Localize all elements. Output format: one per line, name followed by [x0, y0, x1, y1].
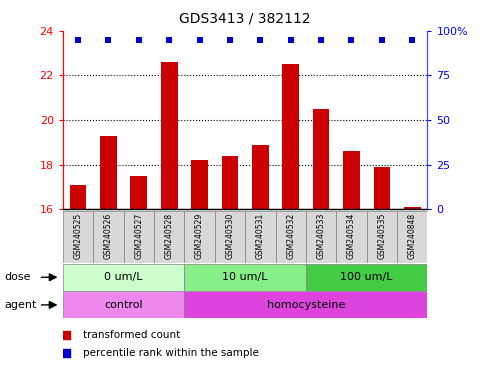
Point [196, 36, 203, 43]
Point [74, 36, 82, 43]
Point [104, 36, 112, 43]
Text: GSM240534: GSM240534 [347, 213, 356, 259]
Point [165, 36, 173, 43]
Bar [161, 62, 178, 209]
Bar [404, 207, 421, 209]
Bar [397, 211, 427, 263]
Bar [313, 109, 329, 209]
Bar [306, 264, 427, 291]
Bar [70, 185, 86, 209]
Text: GDS3413 / 382112: GDS3413 / 382112 [179, 12, 311, 25]
Text: GSM240848: GSM240848 [408, 213, 417, 259]
Text: GSM240528: GSM240528 [165, 213, 174, 259]
Bar [283, 64, 299, 209]
Point [226, 36, 234, 43]
Bar [93, 211, 124, 263]
Bar [63, 291, 185, 318]
Text: control: control [104, 300, 143, 310]
Text: 0 um/L: 0 um/L [104, 272, 143, 282]
Bar [215, 211, 245, 263]
Bar [373, 167, 390, 209]
Bar [185, 264, 306, 291]
Bar [185, 211, 215, 263]
Bar [100, 136, 117, 209]
Point [409, 36, 416, 43]
Bar [275, 211, 306, 263]
Text: agent: agent [5, 300, 37, 310]
Bar [343, 151, 360, 209]
Bar [63, 264, 185, 291]
Text: GSM240526: GSM240526 [104, 213, 113, 259]
Point [348, 36, 355, 43]
Text: GSM240531: GSM240531 [256, 213, 265, 259]
Point [256, 36, 264, 43]
Text: transformed count: transformed count [83, 330, 180, 340]
Text: dose: dose [5, 272, 31, 282]
Bar [185, 291, 427, 318]
Point [274, 253, 282, 259]
Text: GSM240529: GSM240529 [195, 213, 204, 259]
Text: GSM240535: GSM240535 [377, 213, 386, 259]
Bar [252, 144, 269, 209]
Bar [306, 211, 336, 263]
Text: GSM240530: GSM240530 [226, 213, 234, 259]
Text: percentile rank within the sample: percentile rank within the sample [83, 348, 259, 358]
Bar [336, 211, 367, 263]
Bar [154, 211, 185, 263]
Point [287, 36, 295, 43]
Bar [222, 156, 238, 209]
Point [135, 36, 142, 43]
Text: homocysteine: homocysteine [267, 300, 345, 310]
Point [378, 36, 386, 43]
Bar [124, 211, 154, 263]
Bar [367, 211, 397, 263]
Text: GSM240533: GSM240533 [316, 213, 326, 259]
Bar [191, 160, 208, 209]
Text: 10 um/L: 10 um/L [222, 272, 268, 282]
Text: GSM240532: GSM240532 [286, 213, 295, 259]
Point [274, 89, 282, 95]
Bar [63, 211, 93, 263]
Text: GSM240525: GSM240525 [73, 213, 83, 259]
Text: GSM240527: GSM240527 [134, 213, 143, 259]
Bar [245, 211, 275, 263]
Text: 100 um/L: 100 um/L [341, 272, 393, 282]
Point [317, 36, 325, 43]
Bar [130, 176, 147, 209]
